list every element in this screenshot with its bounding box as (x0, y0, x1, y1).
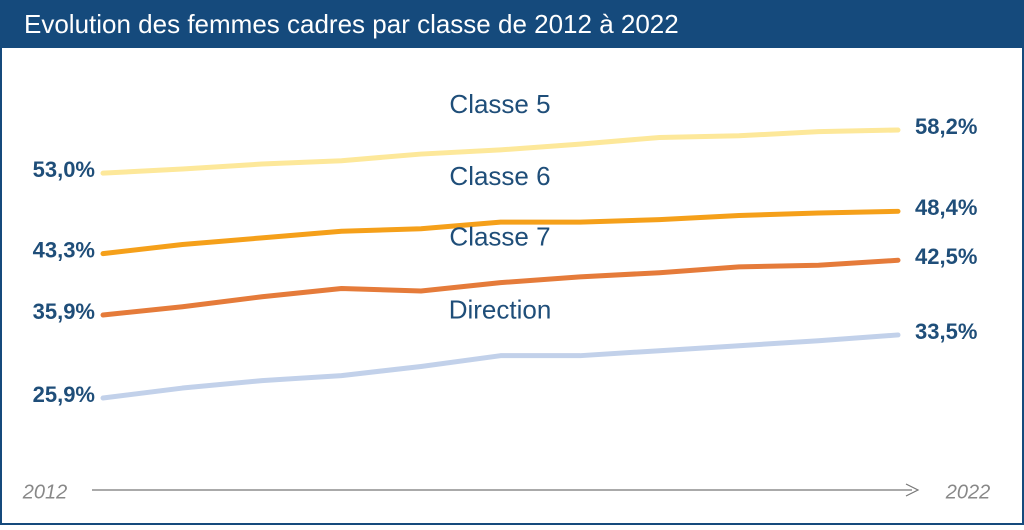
series-name: Classe 7 (449, 222, 550, 252)
series-line (100, 257, 901, 318)
value-label: 53,0% (33, 157, 95, 182)
value-label: 35,9% (33, 299, 95, 324)
series-line (100, 208, 901, 257)
value-label: 42,5% (915, 244, 977, 269)
series-line (100, 127, 901, 176)
series-line (100, 332, 901, 401)
value-label: 33,5% (915, 319, 977, 344)
value-label: 43,3% (33, 237, 95, 262)
chart-title: Evolution des femmes cadres par classe d… (24, 9, 679, 39)
series-name: Classe 5 (449, 89, 550, 119)
value-label: 25,9% (33, 382, 95, 407)
x-tick-label: 2022 (945, 481, 991, 503)
series-name: Classe 6 (449, 161, 550, 191)
value-label: 58,2% (915, 114, 977, 139)
header (0, 0, 1024, 48)
value-label: 48,4% (915, 195, 977, 220)
x-axis-arrowhead (905, 483, 920, 497)
series-name: Direction (449, 295, 552, 325)
x-tick-label: 2012 (22, 481, 68, 503)
